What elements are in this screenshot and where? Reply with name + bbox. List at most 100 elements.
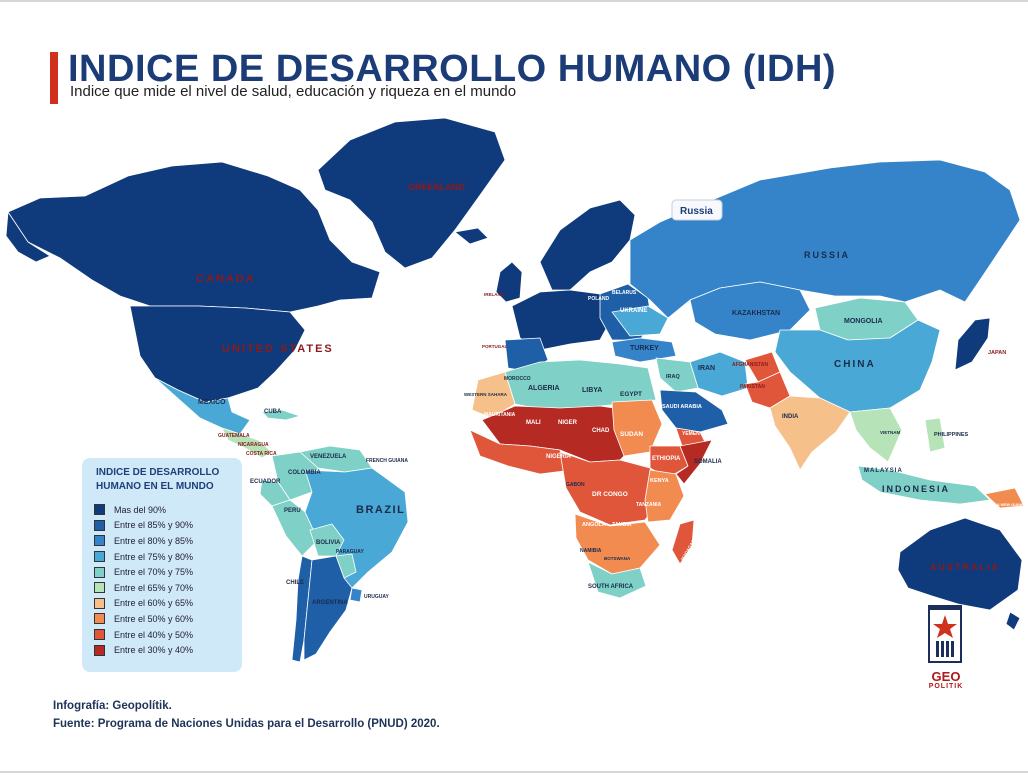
region-turkey[interactable] <box>611 337 677 363</box>
region-russia[interactable] <box>629 159 1021 319</box>
region-uk-ireland[interactable] <box>495 261 523 303</box>
label-turkey: TURKEY <box>630 345 659 352</box>
label-uruguay: URUGUAY <box>364 594 389 600</box>
region-new-zealand[interactable] <box>1005 611 1021 631</box>
label-nigeria: NIGERIA <box>546 454 572 460</box>
region-ethiopia[interactable] <box>649 445 689 479</box>
idh-legend: INDICE DE DESARROLLO HUMANO EN EL MUNDO … <box>82 458 242 672</box>
label-ireland: IRELAND <box>484 292 505 297</box>
world-idh-map: GREENLAND CANADA UNITED STATES MEXICO CU… <box>5 117 1027 663</box>
region-ukraine[interactable] <box>611 305 669 337</box>
label-iraq: IRAQ <box>666 374 680 380</box>
legend-label: Entre el 65% y 70% <box>114 582 194 593</box>
label-botswana: BOTSWANA <box>604 556 631 561</box>
credit-infographic: Infografía: Geopolítik. <box>53 700 172 712</box>
region-scandinavia[interactable] <box>539 199 636 291</box>
region-arabian-peninsula[interactable] <box>659 389 729 433</box>
label-nicaragua: NICARAGUA <box>238 442 269 448</box>
credit-source: Fuente: Programa de Naciones Unidas para… <box>53 718 440 730</box>
region-madagascar[interactable] <box>671 519 695 565</box>
region-uruguay[interactable] <box>349 587 363 603</box>
legend-label: Entre el 40% y 50% <box>114 629 194 640</box>
star-emblem-icon <box>928 605 962 663</box>
label-poland: POLAND <box>588 296 610 302</box>
label-egypt: EGYPT <box>620 391 642 398</box>
region-japan[interactable] <box>954 317 991 371</box>
legend-label: Entre el 30% y 40% <box>114 645 194 656</box>
label-chad: CHAD <box>592 428 610 434</box>
label-pakistan: PAKISTAN <box>740 384 765 390</box>
legend-title-line2: HUMANO EN EL MUNDO <box>96 481 214 492</box>
label-mexico: MEXICO <box>198 399 226 406</box>
label-sudan: SUDAN <box>620 431 643 438</box>
page-title: INDICE DE DESARROLLO HUMANO (IDH) <box>68 48 837 90</box>
label-peru: PERU <box>284 508 301 514</box>
legend-item: Entre el 75% y 80% <box>94 549 230 565</box>
legend-item: Entre el 60% y 65% <box>94 596 230 612</box>
top-divider <box>0 0 1028 2</box>
region-kazakhstan[interactable] <box>689 281 811 341</box>
region-south-africa[interactable] <box>587 561 647 599</box>
russia-tooltip: Russia <box>671 199 723 221</box>
region-china[interactable] <box>774 319 941 413</box>
label-costa-rica: COSTA RICA <box>246 451 277 457</box>
region-central-america[interactable] <box>221 427 273 459</box>
label-western-sahara: WESTERN SAHARA <box>464 392 508 397</box>
region-australia[interactable] <box>897 517 1023 611</box>
label-saudi-arabia: SAUDI ARABIA <box>662 404 702 410</box>
russia-tooltip-text: Russia <box>680 206 713 217</box>
legend-label: Entre el 80% y 85% <box>114 535 194 546</box>
region-canada[interactable] <box>7 161 381 313</box>
label-mali: MALI <box>526 420 541 426</box>
label-ecuador: ECUADOR <box>250 479 281 485</box>
region-alaska[interactable] <box>5 211 51 263</box>
legend-swatch <box>94 644 105 656</box>
region-argentina[interactable] <box>303 555 353 661</box>
legend-title-line1: INDICE DE DESARROLLO <box>96 467 220 478</box>
legend-swatch <box>94 597 105 609</box>
region-philippines[interactable] <box>924 417 946 453</box>
label-philippines: PHILIPPINES <box>934 432 969 438</box>
legend-swatch <box>94 629 105 641</box>
label-mongolia: MONGOLIA <box>844 318 883 325</box>
label-bolivia: BOLIVIA <box>316 540 341 546</box>
logo-subword: POLITIK <box>928 683 964 690</box>
region-bolivia[interactable] <box>309 523 345 557</box>
label-colombia: COLOMBIA <box>288 470 321 476</box>
region-somalia[interactable] <box>675 439 713 485</box>
region-iraq-levant[interactable] <box>655 357 699 393</box>
label-china: CHINA <box>834 359 876 370</box>
label-iran: IRAN <box>698 365 715 372</box>
label-australia: AUSTRALIA <box>930 562 1000 572</box>
region-iceland[interactable] <box>454 227 489 245</box>
region-cuba[interactable] <box>261 409 301 421</box>
title-accent-bar <box>50 52 58 104</box>
label-kenya: KENYA <box>650 478 669 484</box>
region-indonesia[interactable] <box>857 465 991 505</box>
legend-swatch <box>94 535 105 547</box>
label-paraguay: PARAGUAY <box>336 549 364 555</box>
region-southeast-asia[interactable] <box>849 407 903 463</box>
label-portugal: PORTUGAL <box>482 344 508 349</box>
region-papua-new-guinea[interactable] <box>984 487 1025 509</box>
bottom-divider <box>0 771 1028 773</box>
label-argentina: ARGENTINA <box>312 600 348 606</box>
region-east-africa[interactable] <box>644 469 685 523</box>
label-guatemala: GUATEMALA <box>218 433 250 439</box>
label-greenland: GREENLAND <box>408 182 466 192</box>
region-greenland[interactable] <box>317 117 506 269</box>
page-subtitle: Indice que mide el nivel de salud, educa… <box>70 83 517 100</box>
region-mexico[interactable] <box>154 377 251 435</box>
label-canada: CANADA <box>196 273 256 285</box>
label-ethiopia: ETHIOPIA <box>652 456 681 462</box>
region-india[interactable] <box>769 395 851 471</box>
legend-label: Entre el 75% y 80% <box>114 551 194 562</box>
legend-swatch <box>94 582 105 594</box>
label-algeria: ALGERIA <box>528 385 560 392</box>
label-kazakhstan: KAZAKHSTAN <box>732 310 780 317</box>
label-angola: ANGOLA <box>582 522 606 528</box>
legend-swatch <box>94 613 105 625</box>
label-vietnam: VIETNAM <box>880 430 901 435</box>
label-gabon: GABON <box>566 482 585 488</box>
label-french-guiana: FRENCH GUIANA <box>366 458 408 464</box>
